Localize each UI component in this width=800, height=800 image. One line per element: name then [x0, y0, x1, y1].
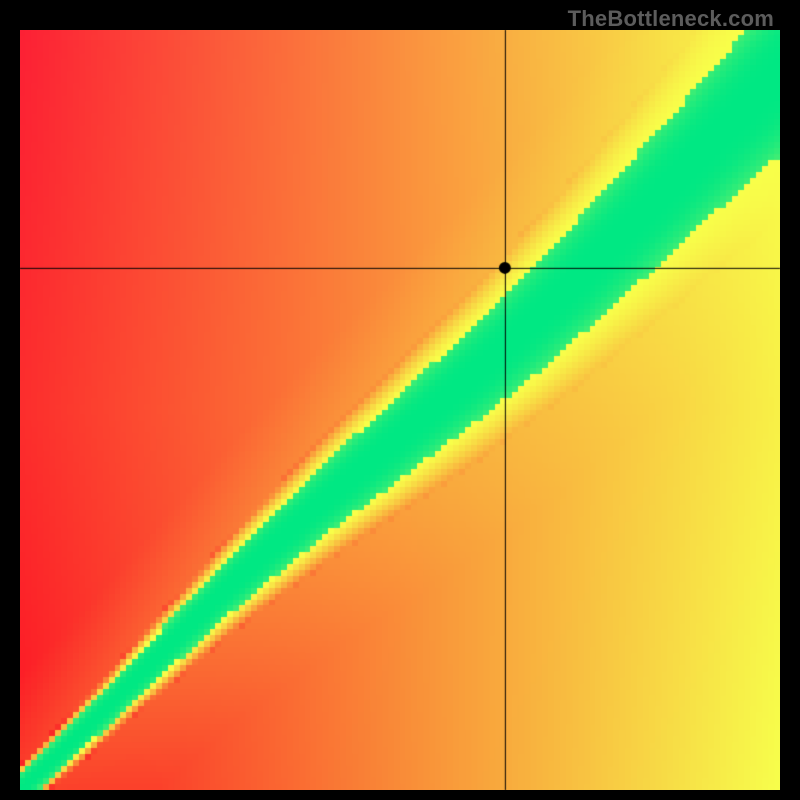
crosshair-overlay [0, 0, 800, 800]
watermark-text: TheBottleneck.com [568, 6, 774, 32]
chart-container: TheBottleneck.com [0, 0, 800, 800]
